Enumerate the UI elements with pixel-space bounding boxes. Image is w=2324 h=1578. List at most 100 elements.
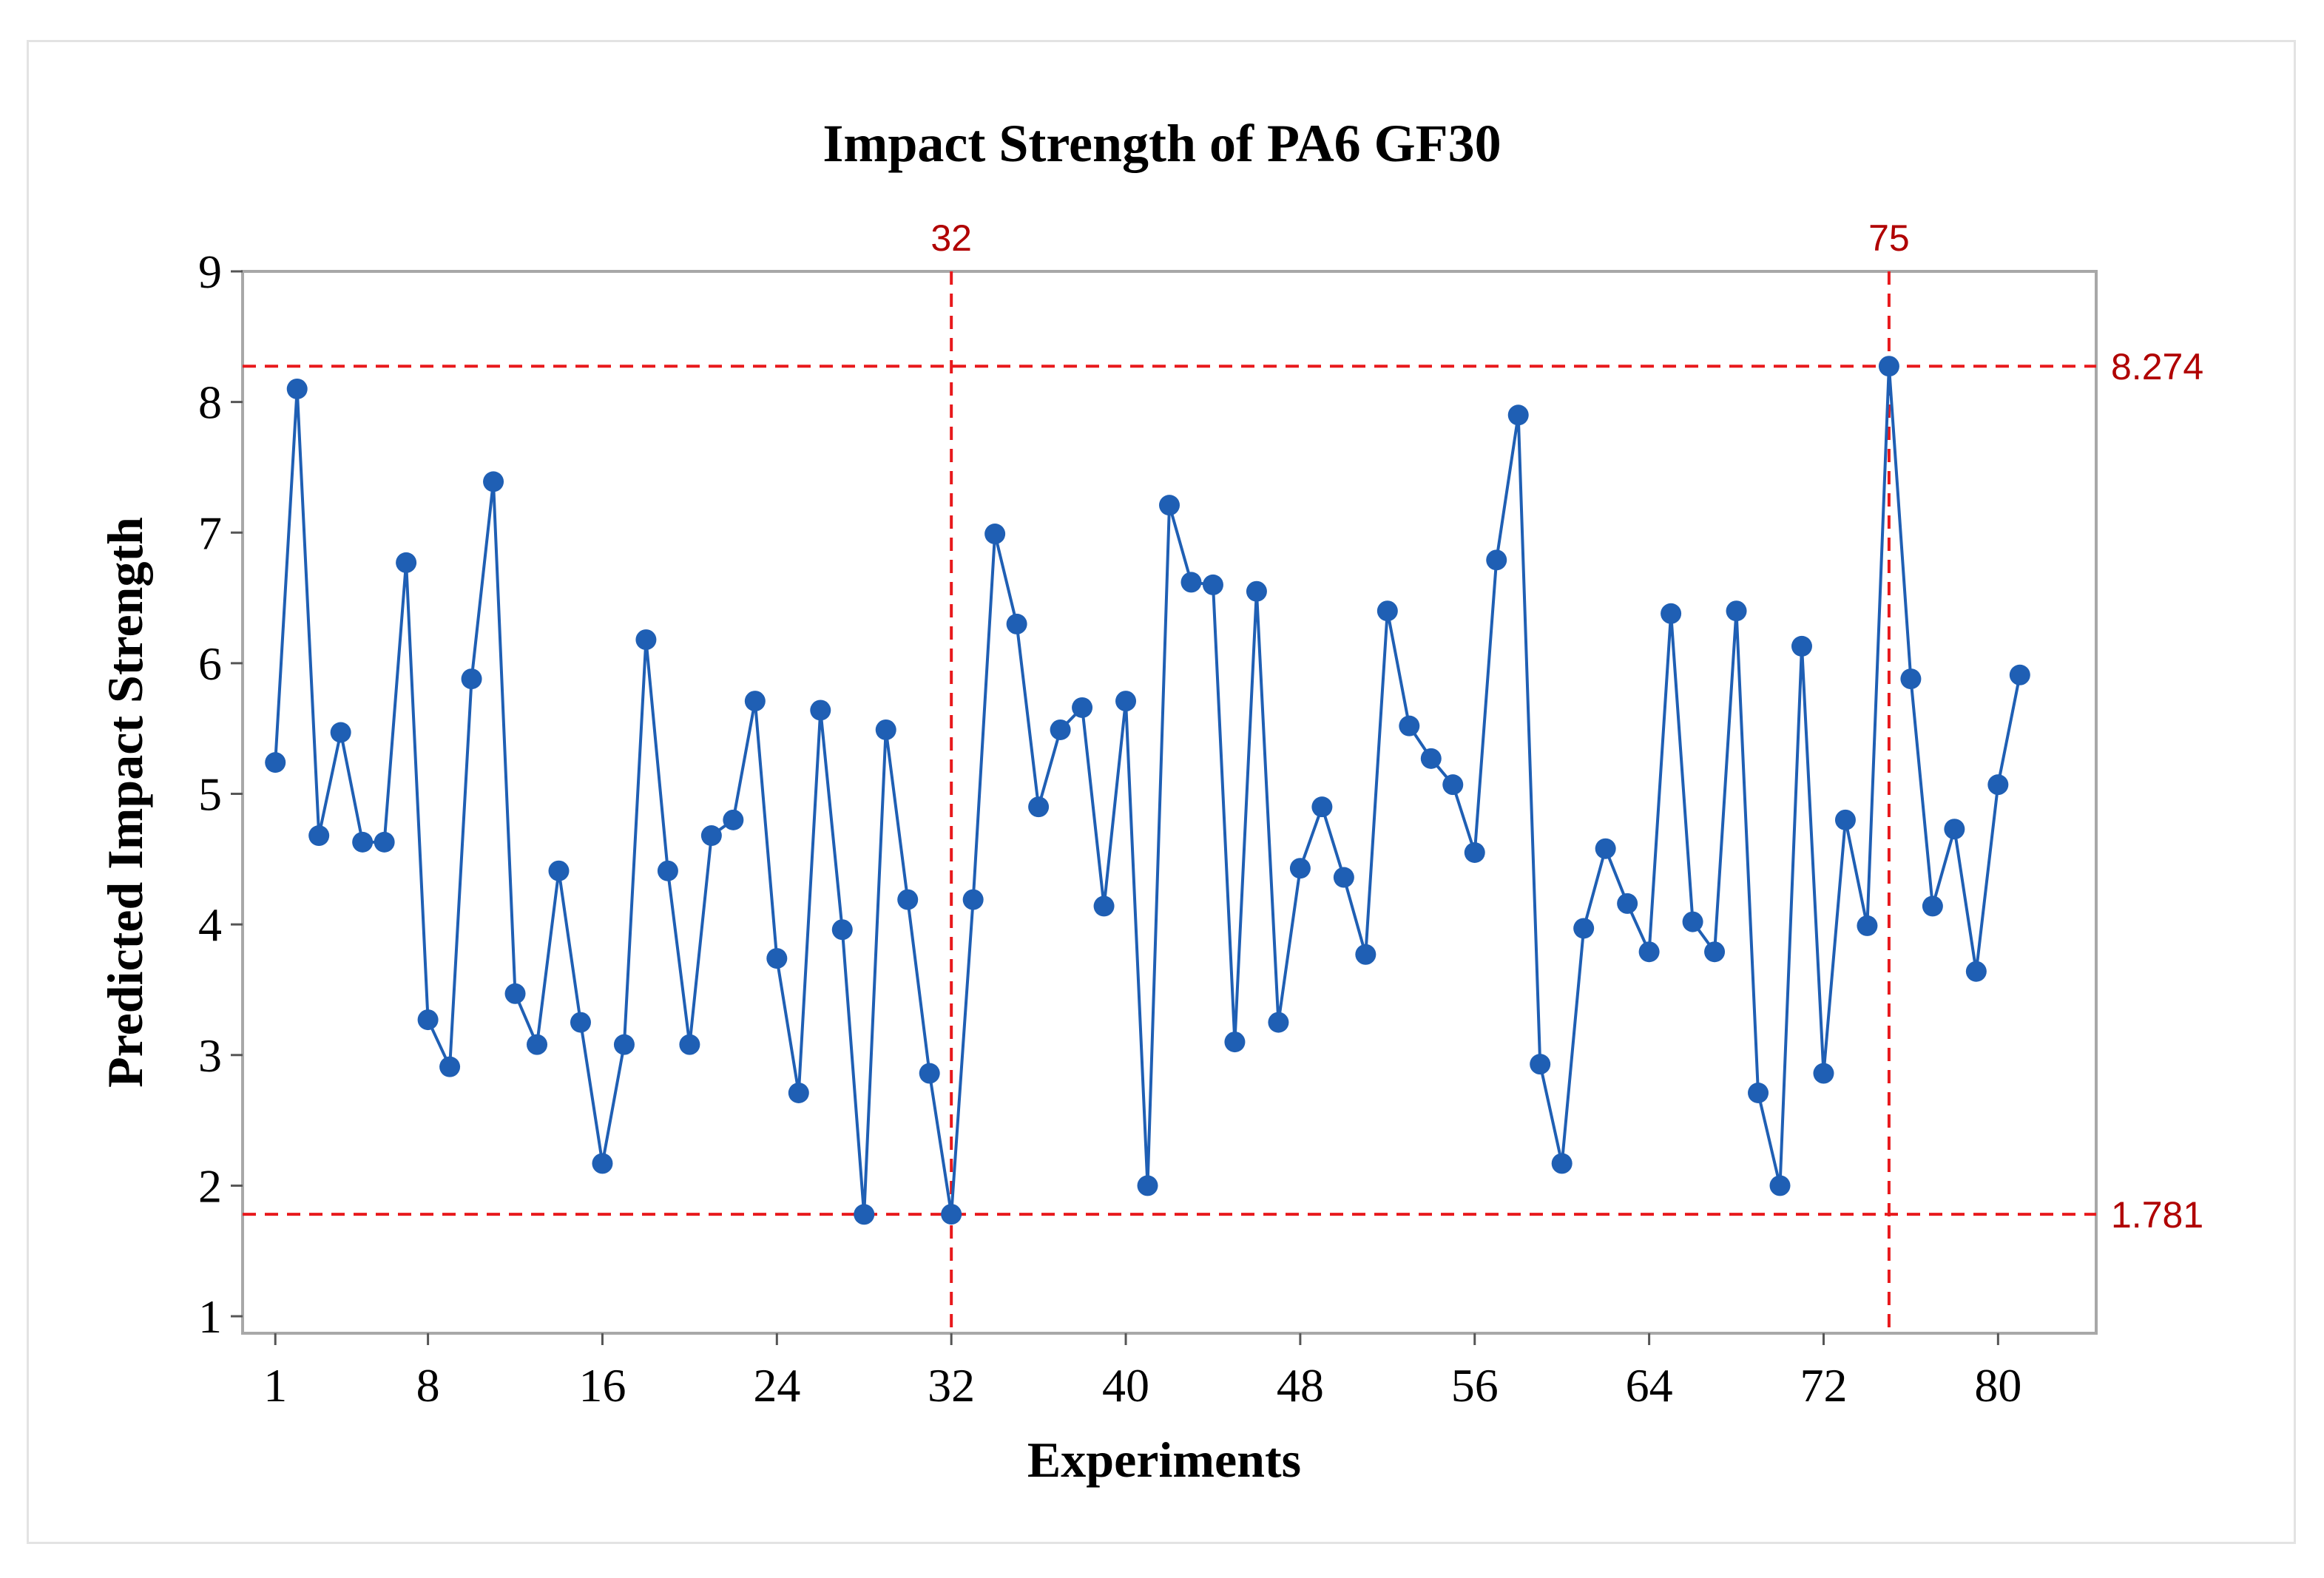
data-point xyxy=(1791,635,1812,657)
data-point xyxy=(1965,961,1987,982)
data-point xyxy=(592,1153,613,1174)
data-point xyxy=(1595,838,1616,859)
data-point xyxy=(1355,944,1377,965)
data-point xyxy=(265,752,286,773)
data-point xyxy=(1464,842,1485,864)
data-point xyxy=(1769,1175,1791,1196)
x-tick-label: 16 xyxy=(578,1359,626,1412)
data-point xyxy=(1726,600,1747,622)
y-tick-label: 6 xyxy=(198,637,222,690)
data-point xyxy=(527,1034,548,1055)
data-point xyxy=(1268,1012,1289,1033)
y-axis: 1 2 3 4 5 6 7 8 9 xyxy=(198,245,243,1343)
data-point xyxy=(766,948,788,969)
data-point xyxy=(1115,691,1137,712)
data-point xyxy=(1202,574,1223,595)
data-point xyxy=(1944,819,1965,840)
data-point xyxy=(1878,356,1899,377)
y-tick-label: 3 xyxy=(198,1029,222,1082)
data-point xyxy=(1857,915,1878,936)
data-point xyxy=(831,919,853,941)
series-group xyxy=(265,356,2030,1225)
data-point xyxy=(1377,600,1398,622)
data-point xyxy=(1442,774,1464,796)
data-point xyxy=(1507,404,1529,426)
data-point xyxy=(1311,796,1333,818)
reference-line-label: 75 xyxy=(1868,217,1910,259)
x-tick-label: 48 xyxy=(1277,1359,1324,1412)
data-point xyxy=(657,860,678,881)
data-point xyxy=(1573,918,1595,939)
x-tick-label: 40 xyxy=(1102,1359,1149,1412)
y-tick-label: 8 xyxy=(198,376,222,429)
y-tick-label: 5 xyxy=(198,768,222,821)
x-axis: 1 8 16 24 32 40 48 56 64 72 80 xyxy=(263,1333,2021,1412)
x-tick-label: 72 xyxy=(1800,1359,1847,1412)
data-point xyxy=(635,629,657,651)
y-axis-label: Predicted Impact Strength xyxy=(97,517,153,1088)
data-point xyxy=(1399,715,1420,736)
plot-area xyxy=(241,270,2098,1335)
data-point xyxy=(1486,549,1507,571)
data-point xyxy=(2009,664,2030,685)
data-point xyxy=(984,524,1006,545)
data-point xyxy=(679,1034,700,1055)
data-point xyxy=(1834,809,1856,830)
data-point xyxy=(308,825,330,847)
x-tick-label: 32 xyxy=(928,1359,975,1412)
data-point xyxy=(1159,495,1180,516)
data-point xyxy=(613,1034,635,1055)
data-point xyxy=(1617,893,1638,914)
data-point xyxy=(439,1056,461,1077)
data-point xyxy=(1006,613,1027,634)
data-point xyxy=(1682,911,1703,932)
data-point xyxy=(788,1083,809,1104)
data-point xyxy=(570,1012,591,1033)
data-point xyxy=(1246,580,1267,602)
data-point xyxy=(1900,668,1922,690)
data-point xyxy=(1813,1063,1834,1084)
x-tick-label: 24 xyxy=(753,1359,800,1412)
data-point xyxy=(1333,867,1354,888)
reference-lines: 8.274 1.781 32 75 xyxy=(243,217,2203,1333)
reference-line-label: 8.274 xyxy=(2111,346,2203,387)
data-point xyxy=(897,889,919,910)
data-point xyxy=(723,809,744,830)
data-point xyxy=(810,700,831,721)
data-point xyxy=(1093,895,1115,917)
data-point xyxy=(504,983,526,1004)
data-point xyxy=(1704,941,1726,963)
data-point xyxy=(1748,1083,1769,1104)
x-tick-label: 8 xyxy=(416,1359,440,1412)
x-tick-label: 56 xyxy=(1451,1359,1499,1412)
y-tick-label: 1 xyxy=(198,1290,222,1343)
data-point xyxy=(1180,572,1202,593)
data-point xyxy=(1072,697,1093,718)
reference-line-label: 32 xyxy=(930,217,972,259)
data-point xyxy=(417,1009,439,1031)
reference-line-label: 1.781 xyxy=(2111,1194,2203,1236)
y-tick-label: 2 xyxy=(198,1159,222,1212)
data-point xyxy=(1661,603,1682,624)
data-point xyxy=(941,1204,962,1225)
y-tick-label: 4 xyxy=(198,898,222,951)
data-point xyxy=(919,1063,940,1084)
data-point xyxy=(1638,941,1660,963)
data-point xyxy=(1028,796,1050,818)
data-point xyxy=(875,719,896,740)
data-point xyxy=(1420,748,1442,769)
x-tick-label: 80 xyxy=(1974,1359,2021,1412)
data-point xyxy=(1289,858,1311,879)
data-point xyxy=(1551,1153,1573,1174)
data-point xyxy=(374,831,395,853)
data-point xyxy=(396,552,417,573)
data-point xyxy=(352,831,374,853)
x-axis-label: Experiments xyxy=(1027,1432,1301,1488)
data-point xyxy=(744,691,766,712)
y-tick-label: 9 xyxy=(198,245,222,298)
data-point xyxy=(1922,895,1943,917)
chart-title: Impact Strength of PA6 GF30 xyxy=(822,114,1501,173)
data-point xyxy=(854,1204,875,1225)
data-point xyxy=(548,860,570,881)
